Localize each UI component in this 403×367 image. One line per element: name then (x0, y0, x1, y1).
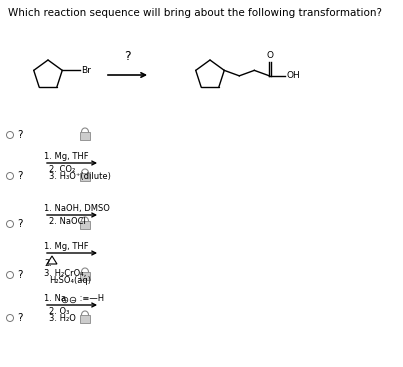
Text: 3. H₂O: 3. H₂O (49, 314, 76, 323)
Text: 3. H₃O⁺(dilute): 3. H₃O⁺(dilute) (49, 172, 111, 181)
Text: ?: ? (17, 171, 23, 181)
Text: 1. Mg, THF: 1. Mg, THF (44, 152, 89, 161)
Text: 1. Na: 1. Na (44, 294, 66, 303)
Text: 2. O₃: 2. O₃ (49, 307, 69, 316)
FancyBboxPatch shape (80, 132, 90, 140)
Text: 3. H₂CrO₄,: 3. H₂CrO₄, (44, 269, 86, 278)
Text: ?: ? (124, 50, 130, 63)
Text: −: − (71, 298, 76, 302)
Text: O: O (267, 51, 274, 60)
Text: ?: ? (17, 313, 23, 323)
FancyBboxPatch shape (80, 221, 90, 229)
Text: Which reaction sequence will bring about the following transformation?: Which reaction sequence will bring about… (8, 8, 382, 18)
Text: 2.: 2. (44, 259, 52, 268)
Text: ?: ? (17, 219, 23, 229)
FancyBboxPatch shape (80, 315, 90, 323)
Text: H₂SO₄(aq): H₂SO₄(aq) (49, 276, 91, 285)
Text: +: + (62, 298, 68, 302)
Text: 1. NaOH, DMSO: 1. NaOH, DMSO (44, 204, 110, 213)
FancyBboxPatch shape (80, 272, 90, 280)
Text: :≡—H: :≡—H (77, 294, 104, 303)
Text: 2. CO₂: 2. CO₂ (49, 165, 75, 174)
Text: OH: OH (287, 71, 300, 80)
FancyBboxPatch shape (80, 173, 90, 181)
Text: ?: ? (17, 130, 23, 140)
Text: ?: ? (17, 270, 23, 280)
Text: Br: Br (81, 66, 91, 75)
Text: 1. Mg, THF: 1. Mg, THF (44, 242, 89, 251)
Text: 2. NaOCl: 2. NaOCl (49, 217, 86, 226)
